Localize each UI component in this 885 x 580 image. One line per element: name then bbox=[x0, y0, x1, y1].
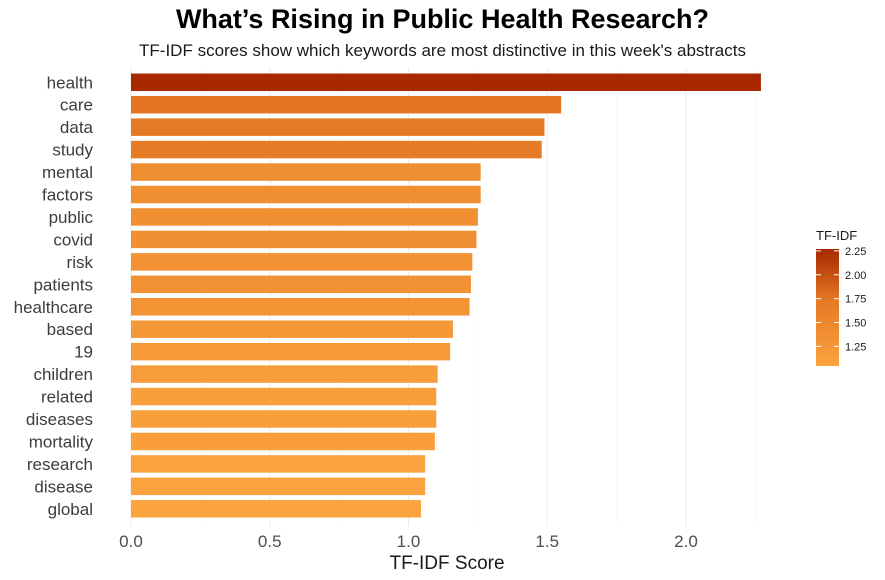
bar-care bbox=[131, 95, 562, 114]
y-axis-labels: healthcaredatastudymentalfactorspublicco… bbox=[14, 73, 94, 519]
bar-study bbox=[131, 140, 542, 159]
y-tick-label: children bbox=[33, 365, 93, 384]
y-tick-label: mental bbox=[42, 163, 93, 182]
y-tick-label: covid bbox=[53, 230, 93, 249]
y-tick-label: related bbox=[41, 388, 93, 407]
legend-label: 1.50 bbox=[845, 318, 866, 330]
bar-mortality bbox=[131, 432, 435, 451]
y-tick-label: based bbox=[47, 320, 93, 339]
x-tick-label: 0.5 bbox=[258, 532, 282, 551]
legend-colorbar bbox=[816, 249, 839, 366]
bar-children bbox=[131, 365, 438, 383]
y-tick-label: global bbox=[48, 500, 93, 519]
y-tick-label: public bbox=[49, 208, 94, 227]
legend-title: TF-IDF bbox=[816, 228, 857, 243]
bar-diseases bbox=[131, 410, 437, 428]
bars bbox=[131, 73, 761, 518]
x-tick-label: 0.0 bbox=[119, 532, 143, 551]
y-tick-label: diseases bbox=[26, 410, 93, 429]
y-tick-label: disease bbox=[34, 477, 93, 496]
x-tick-label: 2.0 bbox=[674, 532, 698, 551]
y-tick-label: study bbox=[52, 141, 93, 160]
bar-research bbox=[131, 455, 426, 473]
legend-label: 1.75 bbox=[845, 294, 866, 306]
bar-public bbox=[131, 208, 478, 226]
bar-covid bbox=[131, 230, 477, 249]
bar-global bbox=[131, 500, 421, 518]
y-tick-label: mortality bbox=[29, 432, 94, 451]
bar-factors bbox=[131, 185, 481, 204]
bar-risk bbox=[131, 253, 473, 271]
bar-healthcare bbox=[131, 298, 470, 316]
chart-title: What’s Rising in Public Health Research? bbox=[175, 4, 710, 34]
x-axis-label: TF-IDF Score bbox=[389, 553, 504, 574]
bar-patients bbox=[131, 275, 471, 294]
y-tick-label: 19 bbox=[74, 343, 93, 362]
x-tick-label: 1.5 bbox=[535, 532, 559, 551]
bar-disease bbox=[131, 477, 426, 496]
y-tick-label: healthcare bbox=[14, 298, 93, 317]
y-tick-label: factors bbox=[42, 186, 93, 205]
y-tick-label: data bbox=[60, 118, 94, 137]
bar-related bbox=[131, 387, 437, 406]
x-axis-ticks: 0.0 0.5 1.0 1.5 2.0 bbox=[119, 532, 698, 551]
bar-data bbox=[131, 118, 545, 136]
legend-label: 1.25 bbox=[845, 341, 866, 353]
y-tick-label: risk bbox=[67, 253, 94, 272]
y-tick-label: health bbox=[47, 73, 93, 92]
y-tick-label: care bbox=[60, 96, 93, 115]
y-tick-label: patients bbox=[33, 275, 93, 294]
bar-based bbox=[131, 320, 453, 338]
x-tick-label: 1.0 bbox=[397, 532, 421, 551]
legend-label: 2.25 bbox=[845, 246, 866, 258]
bar-19 bbox=[131, 342, 451, 361]
chart-subtitle: TF-IDF scores show which keywords are mo… bbox=[139, 41, 746, 60]
bar-health bbox=[131, 73, 761, 91]
legend-label: 2.00 bbox=[845, 270, 866, 282]
y-tick-label: research bbox=[27, 455, 93, 474]
bar-mental bbox=[131, 163, 481, 181]
color-legend: TF-IDF 2.25 2.00 1.75 1.50 1.25 bbox=[816, 228, 866, 366]
